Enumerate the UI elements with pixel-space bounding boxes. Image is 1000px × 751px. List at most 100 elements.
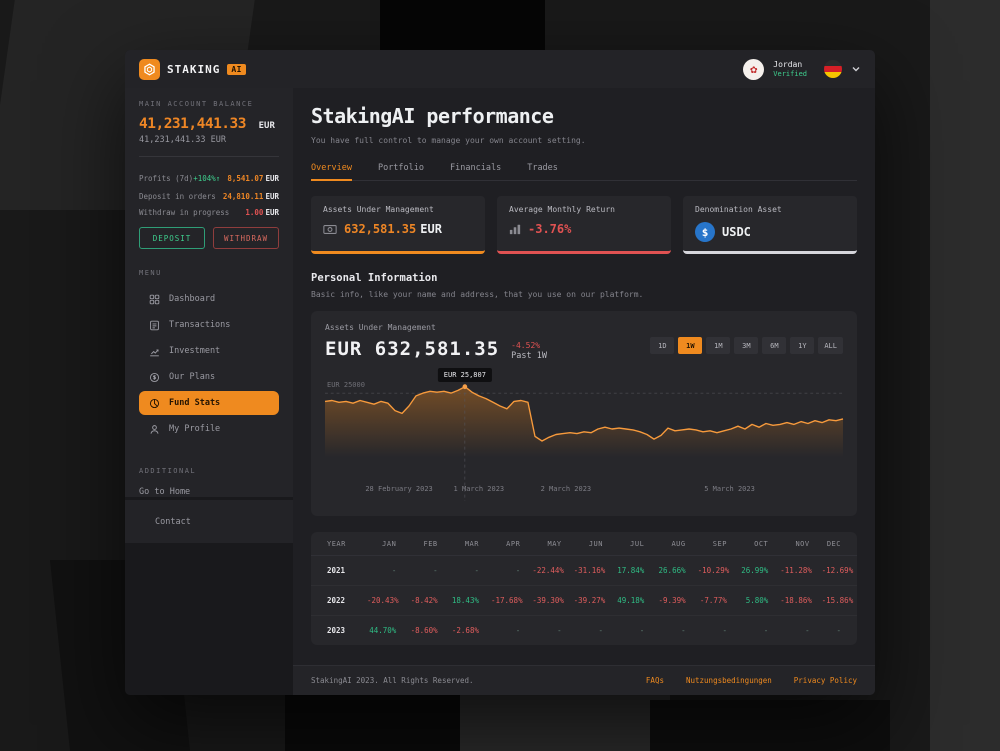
column-header-jul: JUL — [608, 532, 651, 556]
profits-row: Profits (7d)+104%↑ 8,541.07 EUR — [139, 174, 279, 183]
monthly-returns-card: YEAR JAN FEB MAR APR MAY JUN JUL AUG SEP OCT NOV DEC… — [311, 532, 857, 645]
return-cell: -18.86% — [774, 585, 816, 616]
sidebar-item-investment[interactable]: Investment — [139, 339, 279, 363]
range-button-6m[interactable]: 6M — [762, 337, 787, 354]
return-cell: - — [805, 626, 810, 635]
year-cell: 2021 — [311, 555, 361, 586]
german-flag-icon[interactable] — [824, 60, 842, 78]
return-cell: - — [681, 626, 686, 635]
table-header-row: YEAR JAN FEB MAR APR MAY JUN JUL AUG SEP OCT NOV DEC — [311, 532, 857, 556]
additional-section-label: ADDITIONAL — [139, 467, 197, 475]
user-avatar[interactable]: ✿ — [743, 58, 765, 80]
return-cell: - — [515, 626, 521, 635]
column-header-mar: MAR — [443, 532, 485, 556]
column-header-oct: OCT — [732, 532, 775, 556]
return-cell: -31.16% — [567, 555, 609, 586]
footer-link-faqs[interactable]: FAQs — [645, 676, 664, 685]
x-tick-label: 28 February 2023 — [365, 485, 433, 494]
brand-name: STAKING — [167, 62, 221, 76]
sidebar-item-fund-stats[interactable]: Fund Stats — [139, 391, 279, 415]
deposit-orders-value: 24,810.11 — [222, 192, 264, 201]
profits-label: Profits (7d) — [139, 174, 194, 183]
return-cell: - — [361, 555, 403, 586]
sidebar-menu: Dashboard Transactions Investment Our Plans… — [139, 287, 279, 441]
tab-financials[interactable]: Financials — [450, 163, 502, 173]
profits-value: 8,541.07 — [227, 174, 264, 183]
staking-hexagon-icon — [139, 58, 160, 80]
return-cell: -17.68% — [484, 585, 527, 616]
withdraw-progress-row: Withdraw in progress 1.00 EUR — [139, 208, 279, 217]
profile-icon — [149, 424, 160, 435]
return-cell: -8.60% — [410, 626, 438, 635]
range-button-all[interactable]: ALL — [818, 337, 843, 354]
return-cell: -2.68% — [451, 626, 479, 635]
return-cell: 5.80% — [732, 585, 775, 616]
chart-value: EUR 632,581.35 — [325, 338, 500, 360]
page-title: StakingAI performance — [311, 104, 554, 128]
column-header-dec: DEC — [815, 532, 857, 556]
return-cell: 18.43% — [443, 585, 485, 616]
dashboard-icon — [149, 294, 160, 305]
sidebar: MAIN ACCOUNT BALANCE 41,231,441.33 EUR 4… — [125, 88, 293, 497]
range-button-1w[interactable]: 1W — [678, 337, 703, 354]
balance-secondary: 41,231,441.33 EUR — [139, 135, 226, 145]
tab-trades[interactable]: Trades — [527, 163, 558, 173]
return-cell: - — [484, 555, 527, 586]
deposit-orders-row: Deposit in orders 24,810.11 EUR — [139, 192, 279, 201]
sidebar-item-our-plans[interactable]: Our Plans — [139, 365, 279, 389]
transactions-icon — [149, 320, 160, 331]
contact-link[interactable]: Contact — [125, 500, 293, 543]
range-button-1d[interactable]: 1D — [650, 337, 675, 354]
return-cell: - — [639, 626, 645, 635]
withdraw-button[interactable]: WITHDRAW — [213, 227, 279, 249]
return-cell: -39.30% — [526, 585, 568, 616]
sidebar-item-dashboard[interactable]: Dashboard — [139, 287, 279, 311]
chevron-down-icon[interactable] — [851, 64, 861, 74]
footer-link-nutzungsbedingungen[interactable]: Nutzungsbedingungen — [685, 676, 772, 685]
monthly-returns-table: YEAR JAN FEB MAR APR MAY JUN JUL AUG SEP OCT NOV DEC… — [311, 532, 857, 645]
return-cell: -10.29% — [691, 555, 733, 586]
range-button-1y[interactable]: 1Y — [790, 337, 815, 354]
background-shape — [650, 700, 890, 751]
deposit-orders-label: Deposit in orders — [139, 192, 216, 201]
x-tick-label: 5 March 2023 — [704, 485, 755, 494]
range-selector: 1D 1W 1M 3M 6M 1Y ALL — [650, 337, 843, 354]
return-cell: - — [722, 626, 727, 635]
range-button-3m[interactable]: 3M — [734, 337, 759, 354]
sidebar-item-my-profile[interactable]: My Profile — [139, 417, 279, 441]
tab-overview[interactable]: Overview — [311, 163, 352, 181]
column-header-sep: SEP — [691, 532, 733, 556]
year-cell: 2023 — [327, 626, 346, 635]
card-denomination-asset: Denomination Asset $ USDC — [683, 196, 857, 254]
sidebar-item-transactions[interactable]: Transactions — [139, 313, 279, 337]
go-to-home-link[interactable]: Go to Home — [139, 487, 191, 497]
deposit-button[interactable]: DEPOSIT — [139, 227, 205, 249]
chart-tooltip: EUR 25,807 — [437, 368, 492, 383]
menu-section-label: MENU — [139, 269, 162, 277]
table-row-2022: 2022 -20.43% -8.42% 18.43% -17.68% -39.30% -39… — [311, 585, 857, 616]
return-cell: 49.18% — [608, 585, 651, 616]
user-meta: Jordan Verified — [773, 60, 807, 79]
column-header-nov: NOV — [774, 532, 816, 556]
gridline-label: EUR 25000 — [327, 381, 365, 390]
return-cell: -9.39% — [650, 585, 692, 616]
column-header-year: YEAR — [311, 532, 361, 556]
brand-logo[interactable]: STAKING AI — [139, 58, 246, 80]
return-cell: 17.84% — [608, 555, 651, 586]
verified-badge: Verified — [773, 69, 807, 78]
page-subtitle: You have full control to manage your own… — [311, 136, 586, 145]
range-button-1m[interactable]: 1M — [706, 337, 731, 354]
return-cell: - — [557, 626, 562, 635]
return-cell: 44.70% — [369, 626, 397, 635]
personal-info-title: Personal Information — [311, 272, 438, 284]
footer-link-privacy-policy[interactable]: Privacy Policy — [793, 676, 857, 685]
footer: StakingAI 2023. All Rights Reserved. FAQ… — [293, 665, 875, 695]
divider — [139, 156, 279, 157]
profits-badge: +104%↑ — [193, 174, 221, 183]
x-tick-label: 2 March 2023 — [540, 485, 592, 494]
column-header-aug: AUG — [650, 532, 692, 556]
table-row-2023: 2023 44.70% -8.60% -2.68% - - - - - - - - - — [311, 616, 857, 646]
return-cell: 26.99% — [732, 555, 775, 586]
tab-portfolio[interactable]: Portfolio — [377, 163, 425, 173]
chart-change: -4.52% Past 1W — [511, 341, 547, 362]
